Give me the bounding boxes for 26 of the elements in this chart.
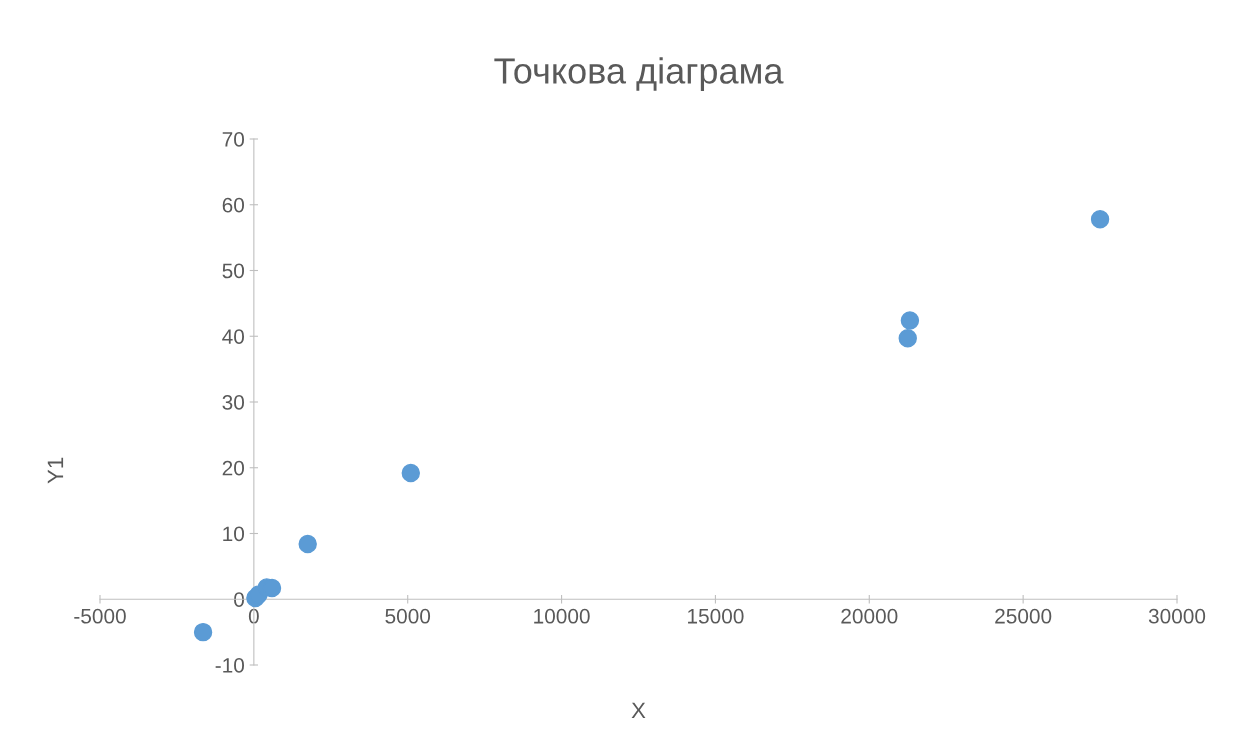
x-axis-title: X <box>631 702 646 718</box>
y-tick-label: 30 <box>222 395 245 410</box>
point <box>298 534 317 554</box>
point <box>401 463 420 483</box>
y-tick-label: 60 <box>222 197 245 213</box>
x-tick-label: 5000 <box>385 608 431 624</box>
y-axis-title: Y1 <box>47 457 64 484</box>
x-tick-label: 0 <box>248 608 259 624</box>
point <box>1090 210 1110 229</box>
y-tick-label: -10 <box>215 658 245 673</box>
x-tick-label: 15000 <box>688 608 744 624</box>
y-tick-label: 20 <box>222 460 245 476</box>
y-tick-label: 40 <box>222 329 245 344</box>
x-tick-label: 20000 <box>841 608 898 624</box>
x-tick-label: 10000 <box>534 608 590 624</box>
point <box>898 329 917 348</box>
y-tick-label: 50 <box>222 263 245 279</box>
point <box>193 622 213 642</box>
chart-title: Точкова діаграма <box>494 57 784 91</box>
y-tick-label: 10 <box>223 526 245 542</box>
point <box>900 311 920 330</box>
x-tick-label: -5000 <box>74 608 126 624</box>
x-tick-label: 30000 <box>1148 608 1206 624</box>
y-tick-label: 70 <box>222 132 245 147</box>
y-tick-label: 0 <box>234 592 245 607</box>
x-tick-label: 25000 <box>995 608 1052 624</box>
